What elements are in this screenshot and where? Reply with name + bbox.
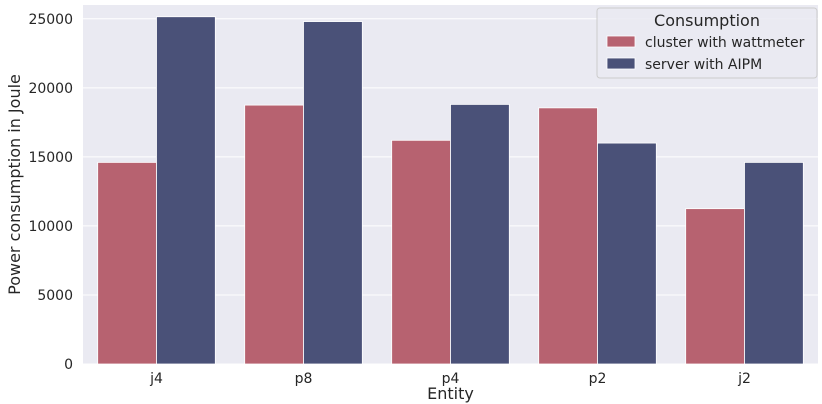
legend-label: cluster with wattmeter	[645, 35, 805, 51]
bars	[97, 16, 804, 365]
legend-swatch	[606, 35, 636, 48]
bar-j4-series-2	[156, 16, 216, 365]
y-tick-label: 0	[64, 357, 73, 373]
legend-swatch	[606, 57, 636, 70]
x-tick-label: p2	[589, 371, 607, 387]
x-tick-label: j4	[149, 371, 163, 387]
x-axis-ticks: j4 p8 p4 p2 j2	[149, 371, 751, 387]
x-tick-label: p4	[442, 371, 460, 387]
bar-p8-series-1	[244, 104, 304, 365]
y-tick-label: 25000	[28, 12, 73, 28]
x-tick-label: j2	[737, 371, 751, 387]
y-tick-label: 15000	[28, 150, 73, 166]
legend-title: Consumption	[654, 11, 760, 30]
y-tick-label: 20000	[28, 81, 73, 97]
bar-p8-series-2	[303, 21, 363, 365]
y-tick-label: 5000	[37, 288, 73, 304]
x-axis-title: Entity	[427, 384, 474, 403]
legend: Consumption cluster with wattmeter server…	[596, 7, 818, 79]
bar-p4-series-2	[450, 104, 510, 365]
bar-p2-series-2	[597, 142, 657, 365]
y-axis-ticks: 0 5000 10000 15000 20000 25000	[28, 12, 73, 373]
bar-j4-series-1	[97, 162, 157, 365]
bar-j2-series-2	[744, 162, 804, 365]
legend-label: server with AIPM	[645, 57, 762, 73]
y-axis-title: Power consumption in Joule	[5, 74, 24, 295]
legend-box	[596, 7, 818, 79]
bar-p2-series-1	[538, 107, 598, 365]
bar-p4-series-1	[391, 139, 451, 365]
legend-items: cluster with wattmeter server with AIPM	[606, 35, 805, 73]
x-tick-label: p8	[295, 371, 313, 387]
bar-j2-series-1	[685, 208, 745, 365]
y-tick-label: 10000	[28, 219, 73, 235]
